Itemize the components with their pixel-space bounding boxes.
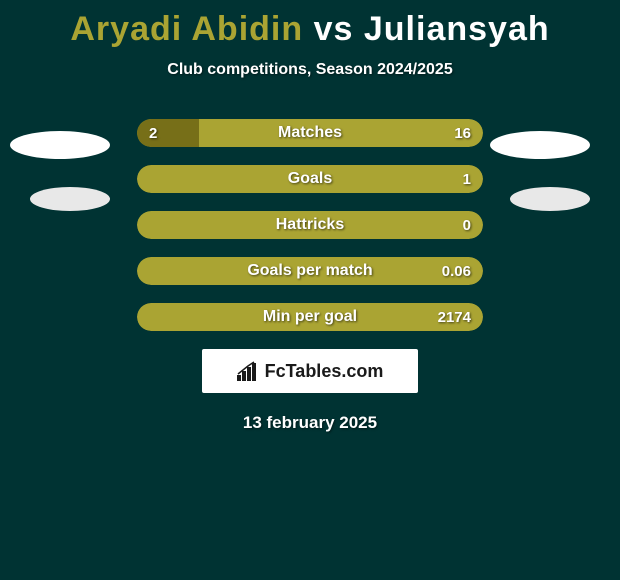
date-text: 13 february 2025 [0,413,620,433]
stat-label: Goals [137,165,483,193]
decorative-ellipse [10,131,110,159]
stat-row: Matches2 16 [137,119,483,147]
stat-label: Hattricks [137,211,483,239]
bars-icon [237,361,259,381]
logo-text: FcTables.com [265,361,384,382]
stat-value-left: 2 [149,119,157,147]
player-a-name: Aryadi Abidin [70,10,303,48]
stat-value-right: 0.06 [442,257,471,285]
stat-row: Hattricks0 [137,211,483,239]
player-b-name: Juliansyah [364,10,550,48]
stat-label: Min per goal [137,303,483,331]
stats-chart: Matches2 16 Goals1 Hattricks0 Goals per matc… [0,119,620,331]
comparison-title: Aryadi Abidin vs Juliansyah [0,0,620,49]
decorative-ellipse [30,187,110,211]
stat-value-right: 16 [454,119,471,147]
decorative-ellipse [490,131,590,159]
fctables-logo[interactable]: FcTables.com [202,349,418,393]
subtitle: Club competitions, Season 2024/2025 [0,61,620,79]
decorative-ellipse [510,187,590,211]
stat-row: Min per goal2174 [137,303,483,331]
stat-row: Goals1 [137,165,483,193]
stat-value-right: 2174 [438,303,471,331]
stat-row: Goals per match0.06 [137,257,483,285]
stat-label: Matches [137,119,483,147]
stat-label: Goals per match [137,257,483,285]
stat-value-right: 1 [463,165,471,193]
vs-text: vs [314,10,354,48]
stat-value-right: 0 [463,211,471,239]
